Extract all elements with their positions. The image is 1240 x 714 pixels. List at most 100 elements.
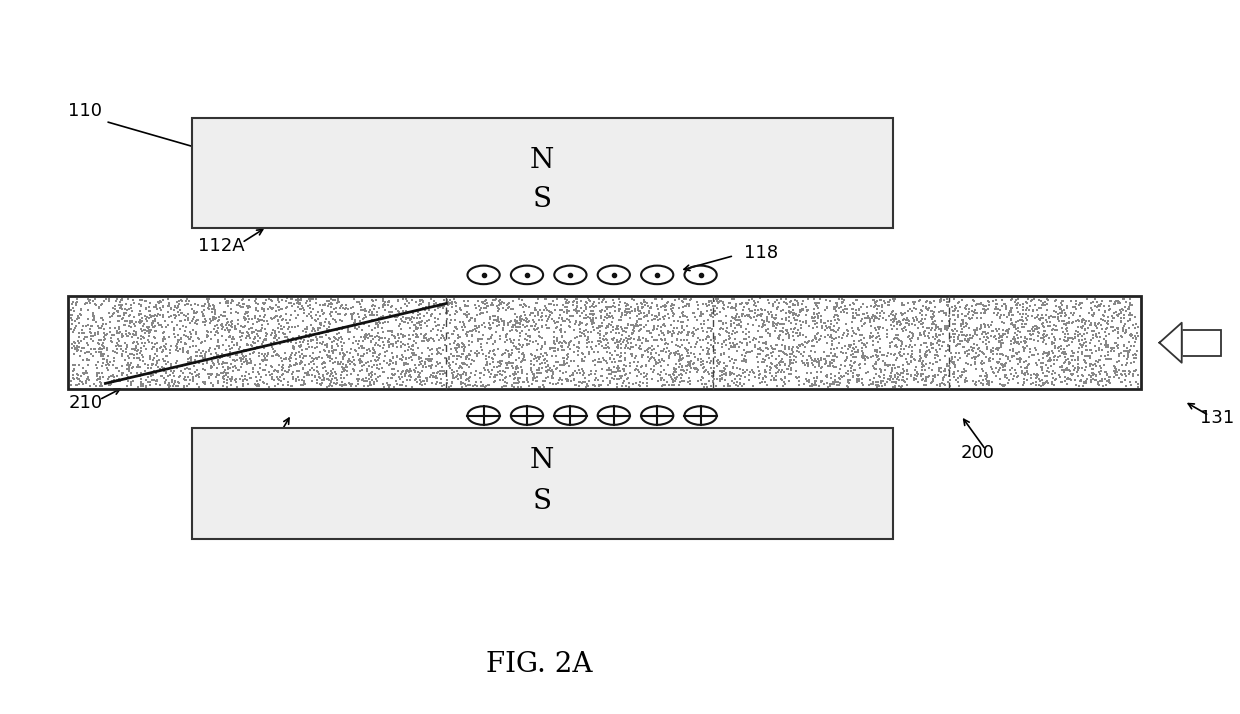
Point — [123, 375, 143, 386]
Point — [418, 308, 438, 319]
Point — [729, 341, 749, 353]
Point — [966, 363, 986, 375]
Point — [973, 375, 993, 386]
Point — [177, 363, 197, 374]
Point — [682, 328, 702, 339]
Point — [172, 360, 192, 371]
Point — [263, 303, 283, 314]
Point — [1086, 374, 1106, 386]
Point — [94, 353, 114, 364]
Point — [429, 334, 449, 346]
Point — [849, 369, 869, 381]
Point — [863, 331, 883, 342]
Point — [215, 373, 234, 385]
Point — [661, 301, 681, 312]
Point — [610, 314, 630, 326]
Point — [725, 302, 745, 313]
Point — [277, 366, 296, 378]
Point — [684, 307, 704, 318]
Point — [290, 298, 310, 310]
Point — [135, 310, 155, 321]
Point — [67, 298, 87, 309]
Point — [1075, 364, 1095, 376]
Point — [410, 298, 430, 309]
Point — [911, 353, 931, 364]
Point — [198, 303, 218, 315]
Point — [358, 369, 378, 381]
Point — [884, 359, 904, 371]
Point — [270, 303, 290, 314]
Point — [744, 367, 764, 378]
Point — [427, 370, 446, 381]
Point — [670, 326, 689, 338]
Point — [154, 341, 174, 352]
Point — [879, 310, 899, 321]
Point — [869, 321, 889, 333]
Point — [417, 333, 436, 344]
Point — [253, 297, 273, 308]
Point — [1064, 316, 1084, 328]
Point — [1023, 325, 1043, 336]
Point — [410, 294, 430, 306]
Point — [668, 315, 688, 326]
Point — [455, 318, 475, 330]
Point — [1081, 367, 1101, 378]
Point — [616, 361, 636, 372]
Point — [624, 356, 644, 368]
Point — [634, 378, 653, 389]
Point — [923, 343, 942, 354]
Point — [1012, 311, 1032, 323]
Point — [156, 343, 176, 354]
Point — [517, 334, 537, 346]
Point — [1059, 318, 1079, 329]
Point — [135, 327, 155, 338]
Point — [593, 363, 613, 375]
Point — [419, 299, 439, 311]
Point — [770, 318, 790, 330]
Point — [714, 299, 734, 311]
Point — [304, 303, 324, 314]
Point — [585, 365, 605, 376]
Point — [580, 365, 600, 376]
Point — [688, 299, 708, 311]
Point — [575, 372, 595, 383]
Point — [384, 369, 404, 381]
Point — [828, 372, 848, 383]
Point — [396, 352, 415, 363]
Point — [1090, 304, 1110, 316]
Point — [821, 331, 841, 342]
Point — [577, 318, 596, 330]
Point — [998, 374, 1018, 386]
Point — [764, 320, 784, 331]
Point — [949, 366, 968, 377]
Point — [350, 311, 370, 323]
Point — [608, 365, 627, 376]
Point — [83, 335, 103, 346]
Point — [233, 328, 253, 339]
Point — [226, 374, 246, 386]
Point — [972, 358, 992, 369]
Point — [920, 358, 940, 369]
Point — [630, 324, 650, 336]
Point — [224, 339, 244, 351]
Point — [611, 307, 631, 318]
Point — [665, 367, 684, 378]
Point — [263, 341, 283, 353]
Point — [386, 303, 405, 314]
Point — [999, 323, 1019, 334]
Point — [513, 339, 533, 351]
Point — [315, 339, 335, 351]
Point — [205, 321, 224, 332]
Point — [1053, 361, 1073, 372]
Point — [888, 368, 908, 380]
Point — [1091, 363, 1111, 374]
Point — [314, 356, 334, 368]
Point — [213, 362, 233, 373]
Point — [723, 363, 743, 374]
Point — [193, 363, 213, 375]
Point — [218, 300, 238, 311]
Point — [884, 376, 904, 387]
Point — [784, 331, 804, 342]
Point — [983, 346, 1003, 357]
Point — [898, 380, 918, 391]
